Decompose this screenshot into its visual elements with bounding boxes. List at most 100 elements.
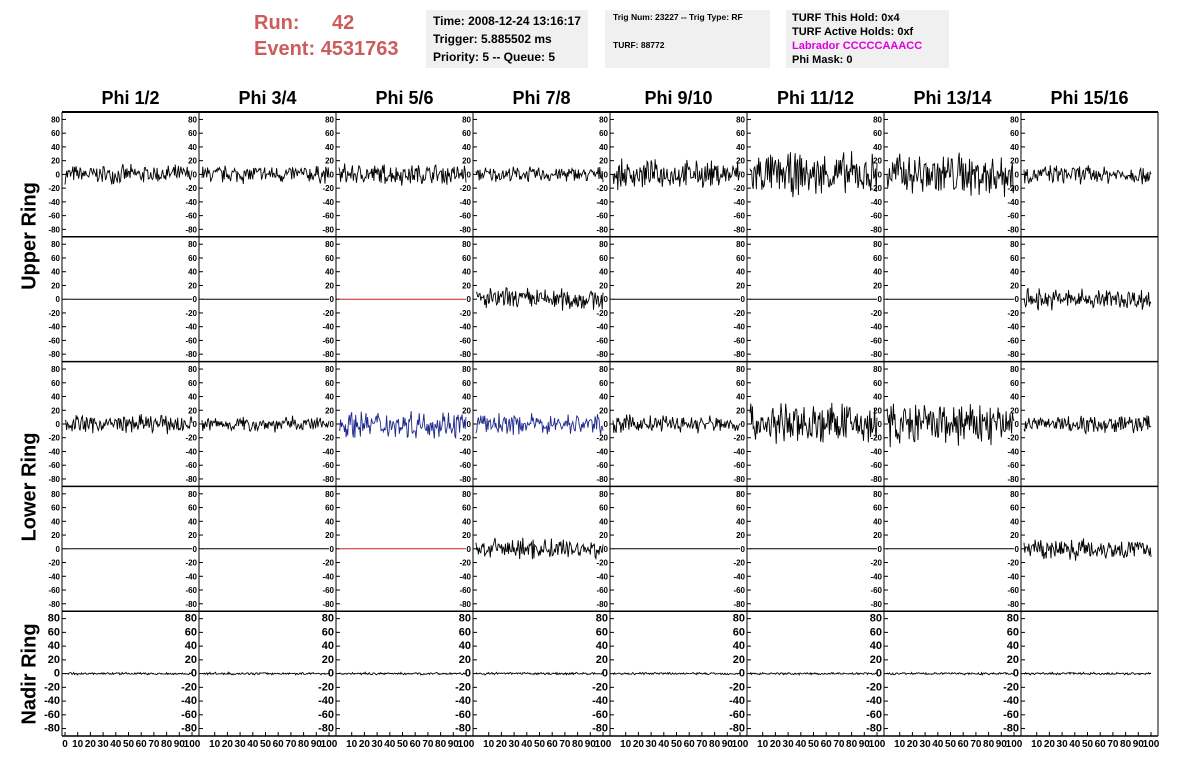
y-tick-label: -20 — [870, 559, 882, 568]
y-tick-label: -60 — [48, 586, 60, 595]
waveform-trace — [201, 671, 330, 676]
y-tick-label: 40 — [188, 268, 197, 277]
y-tick-label: 20 — [325, 406, 334, 415]
y-tick-label: 40 — [51, 517, 60, 526]
x-tick-label: 30 — [920, 739, 932, 750]
y-tick-label: 0 — [604, 545, 609, 554]
turf-info-box: TURF This Hold: 0x4 TURF Active Holds: 0… — [786, 10, 949, 68]
x-tick-label: 40 — [1069, 739, 1081, 750]
y-tick-label: -80 — [1007, 350, 1019, 359]
y-tick-label: -20 — [185, 184, 197, 193]
run-event-header: Run: 42 Event: 4531763 — [254, 10, 399, 62]
y-tick-label: 20 — [596, 654, 608, 666]
y-tick-label: -20 — [870, 184, 882, 193]
time-info-box: Time: 2008-12-24 13:16:17 Trigger: 5.885… — [426, 10, 588, 68]
x-tick-label: 60 — [684, 739, 696, 750]
waveform-trace — [475, 166, 604, 183]
y-tick-label: -40 — [459, 572, 471, 581]
y-tick-label: -60 — [596, 212, 608, 221]
y-tick-label: 0 — [330, 170, 335, 179]
y-tick-label: -80 — [596, 600, 608, 609]
y-tick-label: 80 — [736, 490, 745, 499]
phi-mask-text: Phi Mask: 0 — [792, 54, 853, 66]
y-tick-label: -20 — [459, 559, 471, 568]
y-tick-label: -40 — [322, 323, 334, 332]
y-tick-label: 20 — [51, 406, 60, 415]
y-tick-label: 20 — [870, 654, 882, 666]
x-tick-label: 90 — [722, 739, 734, 750]
y-tick-label: -60 — [459, 586, 471, 595]
y-tick-label: 20 — [736, 406, 745, 415]
y-tick-label: 60 — [188, 129, 197, 138]
x-tick-label: 70 — [559, 739, 571, 750]
y-tick-label: -60 — [1007, 586, 1019, 595]
x-tick-label: 10 — [346, 739, 358, 750]
y-tick-label: 40 — [1010, 143, 1019, 152]
y-tick-label: -40 — [733, 447, 745, 456]
y-tick-label: -20 — [455, 681, 471, 693]
y-tick-label: 0 — [330, 295, 335, 304]
y-tick-label: -20 — [185, 559, 197, 568]
y-tick-label: -20 — [48, 434, 60, 443]
x-tick-label: 20 — [359, 739, 371, 750]
y-tick-label: 20 — [462, 157, 471, 166]
y-tick-label: -40 — [1007, 198, 1019, 207]
y-tick-label: -60 — [870, 336, 882, 345]
turf-active-text: TURF Active Holds: 0xf — [792, 26, 914, 38]
y-tick-label: -80 — [318, 723, 334, 735]
y-tick-label: 0 — [465, 668, 471, 680]
y-tick-label: 60 — [1010, 129, 1019, 138]
y-tick-label: 0 — [604, 420, 609, 429]
y-tick-label: 80 — [325, 490, 334, 499]
y-tick-label: 20 — [736, 531, 745, 540]
x-tick-label: 20 — [1044, 739, 1056, 750]
x-tick-label: 60 — [547, 739, 559, 750]
y-tick-label: 0 — [56, 545, 61, 554]
column-header: Phi 3/4 — [238, 88, 296, 108]
y-tick-label: 80 — [462, 490, 471, 499]
time-text: Time: 2008-12-24 13:16:17 — [433, 14, 581, 28]
y-tick-label: 0 — [878, 295, 883, 304]
x-tick-label: 30 — [235, 739, 247, 750]
y-tick-label: 40 — [736, 517, 745, 526]
y-tick-label: -40 — [1007, 447, 1019, 456]
x-tick-label: 90 — [311, 739, 323, 750]
y-tick-label: -20 — [185, 309, 197, 318]
y-tick-label: -80 — [185, 350, 197, 359]
x-tick-label: 50 — [1082, 739, 1094, 750]
waveform-trace — [886, 671, 1015, 676]
y-tick-label: -40 — [185, 198, 197, 207]
y-tick-label: 40 — [325, 143, 334, 152]
y-tick-label: -60 — [1003, 709, 1019, 721]
y-tick-label: -20 — [592, 681, 608, 693]
y-tick-label: -60 — [733, 586, 745, 595]
y-tick-label: 40 — [873, 517, 882, 526]
waveform-trace — [64, 163, 193, 185]
waveform-trace — [201, 415, 330, 433]
y-tick-label: -80 — [870, 225, 882, 234]
y-tick-label: 0 — [193, 295, 198, 304]
y-tick-label: -40 — [733, 198, 745, 207]
y-tick-label: -40 — [1007, 572, 1019, 581]
y-tick-label: 40 — [185, 640, 197, 652]
y-tick-label: -80 — [459, 350, 471, 359]
x-tick-label: 30 — [98, 739, 110, 750]
y-tick-label: 80 — [873, 115, 882, 124]
y-tick-label: 80 — [599, 240, 608, 249]
y-tick-label: 80 — [873, 365, 882, 374]
y-tick-label: 0 — [876, 668, 882, 680]
y-tick-label: 20 — [459, 654, 471, 666]
x-tick-label: 30 — [1057, 739, 1069, 750]
y-tick-label: 80 — [599, 490, 608, 499]
y-tick-label: 60 — [733, 626, 745, 638]
y-tick-label: -20 — [596, 434, 608, 443]
y-tick-label: -60 — [733, 461, 745, 470]
y-tick-label: 40 — [1010, 393, 1019, 402]
y-tick-label: -80 — [733, 600, 745, 609]
y-tick-label: 60 — [873, 129, 882, 138]
y-tick-label: -20 — [185, 434, 197, 443]
y-tick-label: -40 — [596, 323, 608, 332]
y-tick-label: 0 — [54, 668, 60, 680]
y-tick-label: -20 — [733, 559, 745, 568]
y-tick-label: 60 — [462, 504, 471, 513]
